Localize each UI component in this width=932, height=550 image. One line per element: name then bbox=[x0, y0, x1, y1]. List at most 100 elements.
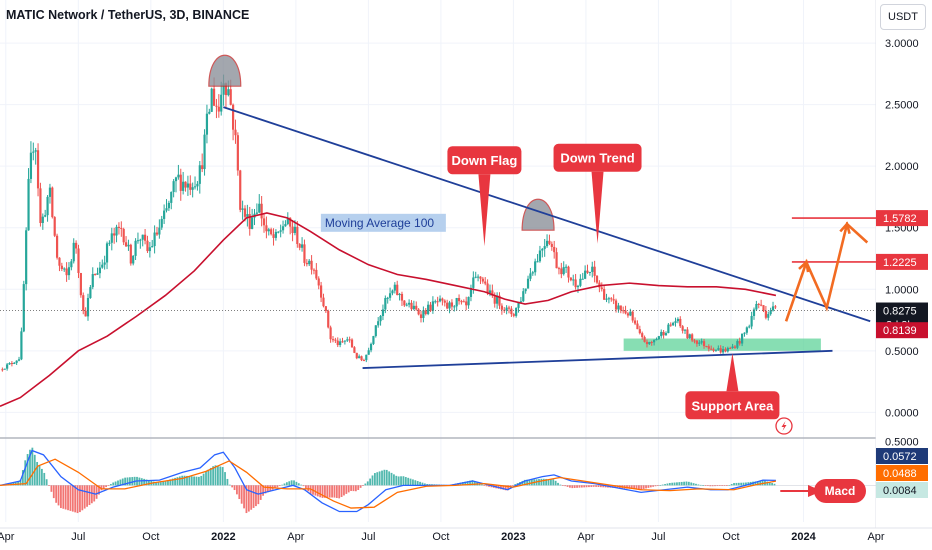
macd-histogram-bar bbox=[578, 485, 581, 488]
candle bbox=[3, 368, 6, 370]
candle bbox=[450, 299, 454, 311]
candle bbox=[507, 305, 511, 314]
candle-body bbox=[255, 212, 258, 214]
macd-histogram-bar bbox=[761, 480, 764, 486]
candle-body bbox=[10, 363, 13, 365]
macd-histogram-bar bbox=[200, 475, 203, 486]
candle bbox=[27, 168, 30, 231]
candle-body bbox=[443, 300, 446, 303]
candle bbox=[320, 281, 323, 303]
candle-body bbox=[760, 304, 763, 306]
macd-histogram-bar bbox=[354, 485, 357, 492]
candle bbox=[733, 345, 737, 349]
candle-body bbox=[105, 243, 109, 263]
candle bbox=[167, 200, 170, 212]
candle-body bbox=[755, 303, 758, 310]
candle-body bbox=[645, 341, 649, 345]
candle-body bbox=[619, 305, 622, 311]
candle-body bbox=[72, 242, 75, 262]
projection-arrowhead bbox=[839, 221, 851, 235]
candle bbox=[98, 261, 101, 279]
macd-histogram-bar bbox=[678, 482, 681, 486]
candle-body bbox=[146, 240, 149, 252]
macd-histogram-bar bbox=[580, 485, 583, 488]
ma-price-label-box bbox=[876, 322, 928, 339]
callout-box bbox=[685, 391, 780, 420]
candle-body bbox=[115, 226, 118, 236]
candle bbox=[6, 362, 9, 371]
macd-histogram-bar bbox=[186, 475, 188, 486]
candle bbox=[170, 191, 173, 210]
candle-body bbox=[695, 340, 699, 344]
candle bbox=[86, 293, 90, 321]
candle-body bbox=[103, 262, 106, 265]
macd-histogram-bar bbox=[117, 480, 119, 486]
candle bbox=[160, 215, 163, 230]
candle bbox=[431, 296, 434, 314]
macd-histogram-bar bbox=[40, 468, 43, 486]
candle bbox=[422, 306, 425, 323]
candle-body bbox=[27, 178, 30, 231]
candle-body bbox=[224, 83, 228, 96]
macd-pane: Macd bbox=[0, 447, 876, 514]
candle-body bbox=[196, 183, 199, 187]
candle bbox=[614, 298, 618, 313]
candle bbox=[75, 240, 78, 254]
candle-body bbox=[91, 274, 94, 288]
candle bbox=[32, 142, 35, 161]
macd-histogram-bar bbox=[737, 482, 740, 486]
candle bbox=[184, 181, 187, 192]
candle bbox=[124, 236, 128, 247]
candle-body bbox=[212, 88, 216, 106]
macd-histogram-bar bbox=[393, 474, 395, 486]
macd-histogram-bar bbox=[143, 478, 146, 486]
candle bbox=[274, 229, 278, 241]
candle bbox=[771, 301, 775, 312]
candle-body bbox=[346, 339, 349, 341]
macd-histogram-bar bbox=[485, 485, 488, 487]
candle bbox=[515, 307, 518, 318]
macd-histogram-bar bbox=[523, 479, 526, 486]
candle-body bbox=[293, 226, 297, 233]
candle bbox=[562, 261, 565, 276]
candle bbox=[372, 335, 375, 346]
candle bbox=[46, 195, 49, 222]
macd-histogram-bar bbox=[552, 479, 555, 486]
candle bbox=[503, 307, 506, 313]
macd-histogram-bar bbox=[297, 483, 300, 486]
candle bbox=[534, 258, 537, 276]
macd-histogram-bar bbox=[469, 480, 471, 486]
macd-histogram-bar bbox=[661, 484, 664, 486]
currency-button[interactable]: USDT bbox=[880, 4, 926, 30]
candle bbox=[645, 339, 649, 348]
macd-histogram-bar bbox=[759, 480, 762, 486]
macd-histogram-bar bbox=[426, 484, 429, 486]
candle-body bbox=[465, 301, 468, 306]
time-tick-label: Apr bbox=[577, 531, 594, 543]
candle-body bbox=[198, 165, 201, 184]
macd-histogram-bar bbox=[69, 485, 72, 511]
candle-body bbox=[75, 242, 78, 249]
macd-histogram-bar bbox=[257, 485, 260, 505]
candle bbox=[117, 222, 121, 235]
candle-body bbox=[300, 244, 304, 248]
target-price-label-2: 1.2225 bbox=[883, 257, 917, 269]
candle-body bbox=[757, 303, 760, 305]
candle bbox=[103, 255, 106, 270]
candle bbox=[591, 261, 594, 278]
macd-histogram-bar bbox=[714, 485, 716, 487]
candle-body bbox=[446, 302, 449, 309]
macd-histogram-bar bbox=[668, 482, 671, 486]
candle bbox=[79, 272, 82, 298]
candle-body bbox=[529, 273, 532, 279]
macd-histogram-bar bbox=[747, 482, 750, 486]
time-tick-label: Jul bbox=[651, 531, 665, 543]
candle bbox=[548, 234, 551, 246]
macd-histogram-bar bbox=[637, 485, 640, 490]
candle-body bbox=[25, 230, 28, 285]
candle bbox=[408, 299, 411, 308]
candle-body bbox=[419, 314, 423, 319]
macd-histogram-bar bbox=[333, 485, 336, 498]
macd-histogram-bar bbox=[569, 485, 571, 488]
